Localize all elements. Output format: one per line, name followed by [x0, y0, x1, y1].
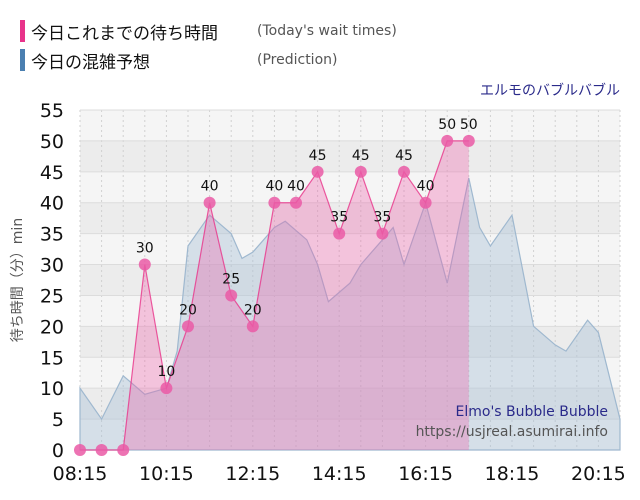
data-label: 50	[438, 117, 456, 133]
today-point	[354, 165, 367, 178]
x-tick-label: 16:15	[398, 463, 453, 485]
grid-band	[80, 326, 620, 358]
today-point	[74, 444, 86, 456]
legend-today-en: (Today's wait times)	[257, 23, 397, 39]
grid-band	[80, 357, 620, 389]
today-point	[441, 134, 454, 147]
data-label: 10	[157, 364, 175, 380]
today-point	[225, 289, 238, 302]
legend-prediction: 今日の混雑予想 (Prediction)	[20, 47, 337, 73]
legend-prediction-label: 今日の混雑予想	[31, 52, 150, 73]
legend-today: 今日これまでの待ち時間 (Today's wait times)	[20, 18, 397, 44]
today-point	[268, 196, 281, 209]
y-tick-label: 20	[40, 316, 64, 338]
y-tick-label: 35	[40, 224, 64, 246]
grid-band	[80, 140, 620, 172]
today-point	[376, 227, 389, 240]
legend-prediction-en: (Prediction)	[257, 52, 338, 68]
legend-prediction-swatch	[20, 49, 25, 71]
today-area	[80, 140, 469, 450]
today-point	[290, 196, 302, 209]
today-point	[398, 165, 410, 178]
x-tick-label: 08:15	[53, 463, 108, 485]
y-tick-label: 30	[40, 255, 64, 277]
watermark-title: Elmo's Bubble Bubble	[456, 404, 609, 420]
today-point	[160, 382, 173, 395]
watermark-url: https://usjreal.asumirai.info	[416, 424, 608, 440]
y-tick-label: 10	[40, 378, 64, 400]
y-tick-label: 25	[40, 285, 64, 307]
data-label: 20	[179, 302, 197, 318]
data-label: 40	[265, 179, 283, 195]
today-point	[117, 444, 130, 456]
x-tick-label: 12:15	[225, 463, 280, 485]
data-label: 45	[395, 148, 413, 164]
series-areas	[79, 140, 621, 451]
data-label: 40	[417, 179, 435, 195]
y-tick-label: 45	[40, 162, 64, 184]
data-points	[74, 134, 475, 456]
x-tick-label: 20:15	[571, 463, 626, 485]
y-axis-label: 待ち時間（分）min	[10, 218, 26, 342]
x-tick-label: 10:15	[139, 463, 194, 485]
data-label: 40	[287, 179, 305, 195]
data-label: 45	[309, 148, 327, 164]
legend-today-swatch	[20, 20, 25, 42]
grid-band	[80, 264, 620, 296]
attraction-name: エルモのバブルバブル	[480, 83, 620, 99]
data-label: 45	[352, 148, 370, 164]
x-tick-label: 14:15	[312, 463, 367, 485]
data-label: 30	[136, 241, 154, 257]
today-point	[462, 134, 475, 147]
y-tick-label: 55	[40, 100, 64, 122]
data-label: 40	[201, 179, 219, 195]
y-tick-label: 40	[40, 193, 64, 215]
grid-band	[80, 419, 620, 450]
prediction-area	[79, 177, 621, 451]
today-point	[203, 196, 216, 209]
today-point	[246, 320, 259, 333]
data-label: 25	[222, 271, 240, 287]
grid-band	[80, 110, 620, 141]
grid-band	[80, 388, 620, 420]
today-point	[311, 165, 324, 178]
today-point	[419, 196, 432, 209]
grid-band	[80, 202, 620, 234]
y-tick-label: 5	[52, 409, 64, 431]
grid-band	[80, 171, 620, 203]
data-label: 50	[460, 117, 478, 133]
data-label: 35	[373, 210, 391, 226]
today-point	[333, 227, 346, 240]
y-tick-label: 15	[40, 347, 64, 369]
today-point	[182, 320, 194, 333]
grid	[79, 109, 621, 451]
x-tick-label: 18:15	[485, 463, 540, 485]
data-label: 20	[244, 302, 262, 318]
today-point	[138, 258, 151, 271]
data-label: 35	[330, 210, 348, 226]
y-tick-label: 50	[40, 131, 64, 153]
legend-today-label: 今日これまでの待ち時間	[31, 23, 218, 44]
grid-band	[80, 233, 620, 265]
y-tick-label: 0	[52, 440, 64, 462]
today-point	[95, 444, 108, 456]
